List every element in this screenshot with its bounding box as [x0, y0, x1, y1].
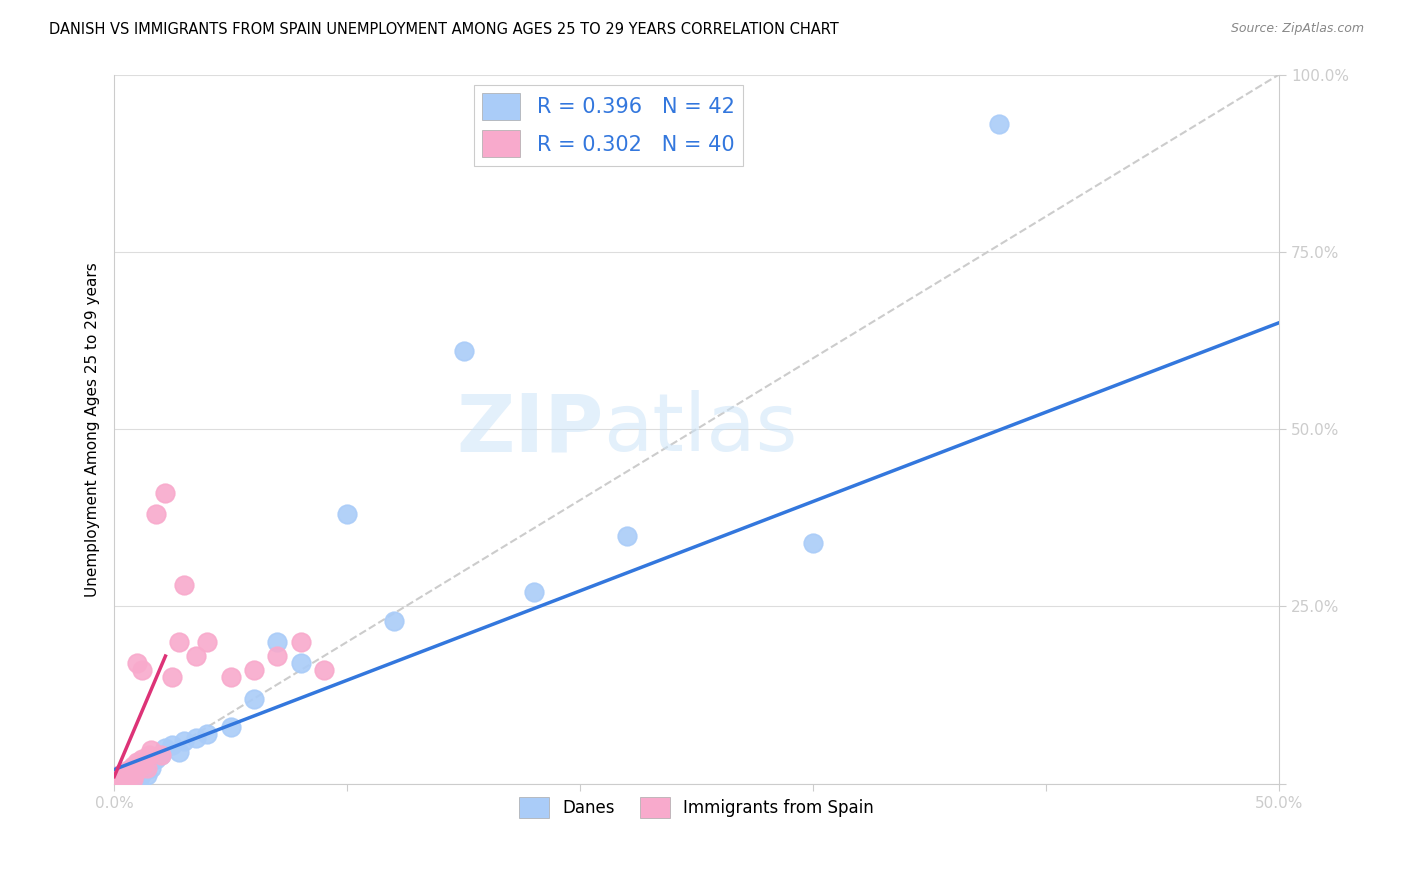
Point — [195, 635, 218, 649]
Point — [127, 763, 149, 777]
Point — [120, 764, 142, 778]
Point — [112, 766, 135, 780]
Point — [128, 770, 150, 784]
Text: DANISH VS IMMIGRANTS FROM SPAIN UNEMPLOYMENT AMONG AGES 25 TO 29 YEARS CORRELATI: DANISH VS IMMIGRANTS FROM SPAIN UNEMPLOY… — [49, 22, 839, 37]
Point — [115, 770, 138, 784]
Legend: Danes, Immigrants from Spain: Danes, Immigrants from Spain — [512, 790, 880, 825]
Point — [110, 770, 132, 784]
Point — [145, 507, 167, 521]
Point — [117, 770, 139, 784]
Point — [135, 768, 157, 782]
Point — [266, 649, 288, 664]
Point — [127, 766, 149, 780]
Point — [173, 578, 195, 592]
Point — [117, 763, 139, 777]
Text: Source: ZipAtlas.com: Source: ZipAtlas.com — [1230, 22, 1364, 36]
Point — [149, 748, 172, 763]
Point — [115, 771, 138, 785]
Point — [155, 486, 177, 500]
Point — [121, 759, 143, 773]
Point — [616, 528, 638, 542]
Point — [336, 507, 359, 521]
Point — [134, 764, 156, 778]
Point — [115, 773, 138, 788]
Point — [117, 766, 139, 780]
Point — [121, 764, 143, 778]
Point — [290, 656, 312, 670]
Point — [138, 748, 160, 763]
Point — [124, 771, 146, 785]
Point — [135, 761, 157, 775]
Text: ZIP: ZIP — [456, 390, 603, 468]
Point — [988, 117, 1011, 131]
Point — [149, 748, 172, 763]
Point — [110, 770, 132, 784]
Point — [110, 773, 132, 788]
Point — [219, 720, 242, 734]
Point — [195, 727, 218, 741]
Point — [266, 635, 288, 649]
Text: atlas: atlas — [603, 390, 797, 468]
Point — [121, 772, 143, 787]
Point — [141, 742, 163, 756]
Point — [115, 774, 138, 789]
Point — [112, 768, 135, 782]
Point — [120, 768, 142, 782]
Point — [162, 738, 184, 752]
Point — [124, 766, 146, 780]
Point — [110, 773, 132, 788]
Point — [108, 768, 131, 782]
Point — [127, 763, 149, 777]
Point — [145, 752, 167, 766]
Point — [128, 759, 150, 773]
Point — [131, 759, 153, 773]
Point — [131, 663, 153, 677]
Point — [155, 741, 177, 756]
Point — [169, 635, 191, 649]
Point — [173, 734, 195, 748]
Point — [184, 731, 207, 745]
Point — [108, 773, 131, 788]
Point — [105, 775, 128, 789]
Point — [108, 771, 131, 785]
Point — [134, 756, 156, 771]
Point — [105, 771, 128, 785]
Point — [112, 771, 135, 785]
Point — [801, 535, 824, 549]
Point — [162, 670, 184, 684]
Point — [243, 663, 266, 677]
Point — [453, 344, 475, 359]
Point — [127, 656, 149, 670]
Y-axis label: Unemployment Among Ages 25 to 29 years: Unemployment Among Ages 25 to 29 years — [86, 261, 100, 597]
Point — [117, 771, 139, 785]
Point — [120, 768, 142, 782]
Point — [138, 756, 160, 770]
Point — [131, 752, 153, 766]
Point — [141, 761, 163, 775]
Point — [120, 773, 142, 788]
Point — [243, 691, 266, 706]
Point — [127, 756, 149, 770]
Point — [382, 614, 405, 628]
Point — [184, 649, 207, 664]
Point — [105, 774, 128, 789]
Point — [522, 585, 544, 599]
Point — [108, 773, 131, 788]
Point — [112, 772, 135, 787]
Point — [312, 663, 335, 677]
Point — [169, 745, 191, 759]
Point — [290, 635, 312, 649]
Point — [219, 670, 242, 684]
